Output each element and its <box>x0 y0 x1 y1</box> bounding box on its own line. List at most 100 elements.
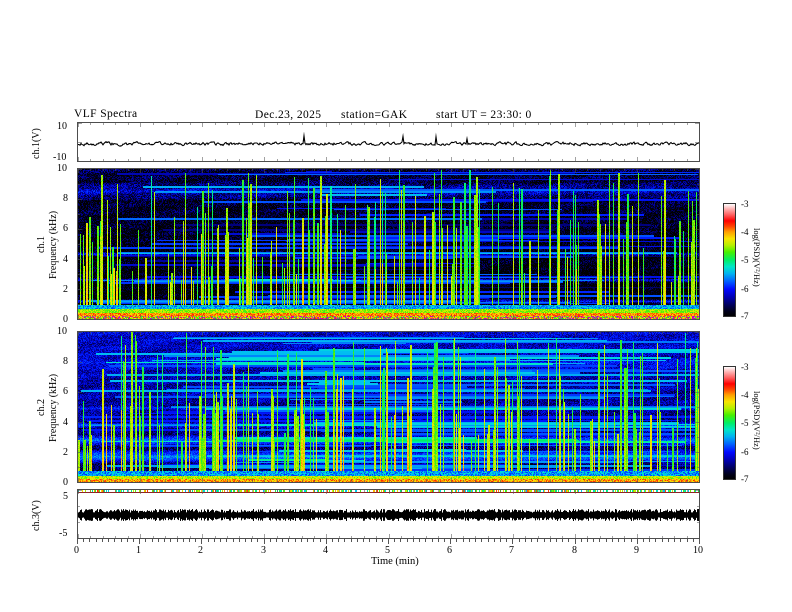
x-tick-minor <box>363 539 364 542</box>
x-tick-major <box>388 539 389 544</box>
x-tick-minor <box>195 539 196 542</box>
x-tick-minor <box>220 539 221 542</box>
x-tick-label-5: 5 <box>385 545 390 556</box>
x-tick-label-10: 10 <box>693 545 703 556</box>
ch2-spec-ytick-4: 4 <box>63 417 68 428</box>
ch1-ytick-10: 10 <box>57 121 67 132</box>
x-tick-minor <box>170 539 171 542</box>
x-tick-minor <box>488 539 489 542</box>
x-tick-minor <box>475 539 476 542</box>
x-tick-minor <box>313 539 314 542</box>
x-tick-minor <box>425 539 426 542</box>
x-tick-minor <box>413 539 414 542</box>
x-axis-ticks <box>77 539 700 545</box>
x-tick-minor <box>357 539 358 542</box>
x-tick-minor <box>680 539 681 542</box>
ch2-spec-ytick-0: 0 <box>63 477 68 488</box>
x-tick-minor <box>239 539 240 542</box>
x-tick-label-4: 4 <box>323 545 328 556</box>
x-tick-minor <box>531 539 532 542</box>
x-tick-minor <box>214 539 215 542</box>
x-tick-minor <box>662 539 663 542</box>
x-tick-minor <box>407 539 408 542</box>
colorbar-ch1-label: log(PSD)(V²/Hz) <box>752 228 762 287</box>
x-tick-major <box>512 539 513 544</box>
x-tick-minor <box>270 539 271 542</box>
colorbar-ch2-tick--4: -4 <box>741 390 749 400</box>
x-tick-minor <box>687 539 688 542</box>
colorbar-ch1-tick--6: -6 <box>741 284 749 294</box>
x-tick-minor <box>96 539 97 542</box>
x-tick-minor <box>544 539 545 542</box>
x-tick-minor <box>301 539 302 542</box>
x-tick-minor <box>432 539 433 542</box>
x-tick-minor <box>288 539 289 542</box>
x-tick-minor <box>257 539 258 542</box>
x-tick-minor <box>550 539 551 542</box>
x-tick-minor <box>89 539 90 542</box>
x-tick-label-3: 3 <box>261 545 266 556</box>
figure-station: station=GAK <box>341 109 408 121</box>
x-tick-minor <box>599 539 600 542</box>
x-tick-minor <box>419 539 420 542</box>
x-tick-minor <box>245 539 246 542</box>
colorbar-ch2-tick--7: -7 <box>741 474 749 484</box>
x-tick-minor <box>127 539 128 542</box>
x-tick-major <box>450 539 451 544</box>
x-tick-label-9: 9 <box>634 545 639 556</box>
ch1-spec-ytick-10: 10 <box>57 163 67 174</box>
colorbar-ch2-tick--5: -5 <box>741 418 749 428</box>
x-tick-minor <box>114 539 115 542</box>
x-tick-minor <box>463 539 464 542</box>
x-tick-minor <box>568 539 569 542</box>
colorbar-ch1 <box>723 203 736 317</box>
x-tick-major <box>264 539 265 544</box>
x-tick-label-8: 8 <box>572 545 577 556</box>
x-tick-minor <box>338 539 339 542</box>
figure-title: VLF Spectra <box>74 108 138 120</box>
colorbar-ch2-label: log(PSD)(V²/Hz) <box>752 391 762 450</box>
colorbar-ch2-tick--3: -3 <box>741 362 749 372</box>
x-tick-minor <box>562 539 563 542</box>
ch2-spec-ytick-6: 6 <box>63 386 68 397</box>
x-tick-minor <box>382 539 383 542</box>
ch2-spec-ytick-8: 8 <box>63 356 68 367</box>
x-tick-minor <box>481 539 482 542</box>
ch1-spectrogram-ylabel-frequency: Frequency (kHz) <box>48 210 59 280</box>
x-tick-minor <box>83 539 84 542</box>
x-tick-minor <box>438 539 439 542</box>
x-tick-minor <box>581 539 582 542</box>
x-tick-minor <box>631 539 632 542</box>
x-tick-minor <box>295 539 296 542</box>
x-tick-label-0: 0 <box>74 545 79 556</box>
x-tick-minor <box>208 539 209 542</box>
ch1-spectrogram-panel <box>77 168 700 320</box>
x-tick-major <box>139 539 140 544</box>
ch3-ytick-5: 5 <box>63 491 68 502</box>
ch1-ytick-minus10: -10 <box>53 152 67 163</box>
x-tick-minor <box>102 539 103 542</box>
x-tick-minor <box>251 539 252 542</box>
ch1-spec-ytick-2: 2 <box>63 284 68 295</box>
x-tick-label-6: 6 <box>447 545 452 556</box>
x-tick-minor <box>282 539 283 542</box>
x-tick-minor <box>164 539 165 542</box>
ch1-spec-ytick-4: 4 <box>63 254 68 265</box>
x-tick-minor <box>606 539 607 542</box>
x-tick-major <box>77 539 78 544</box>
x-tick-minor <box>668 539 669 542</box>
x-tick-minor <box>525 539 526 542</box>
x-tick-minor <box>121 539 122 542</box>
x-tick-minor <box>133 539 134 542</box>
x-tick-minor <box>145 539 146 542</box>
x-tick-minor <box>226 539 227 542</box>
x-tick-major <box>575 539 576 544</box>
x-axis-tick-labels: 0 1 2 3 4 5 6 7 8 9 10 <box>0 545 792 559</box>
x-tick-minor <box>674 539 675 542</box>
x-tick-minor <box>177 539 178 542</box>
x-tick-minor <box>612 539 613 542</box>
x-tick-minor <box>276 539 277 542</box>
x-tick-minor <box>649 539 650 542</box>
x-tick-minor <box>469 539 470 542</box>
